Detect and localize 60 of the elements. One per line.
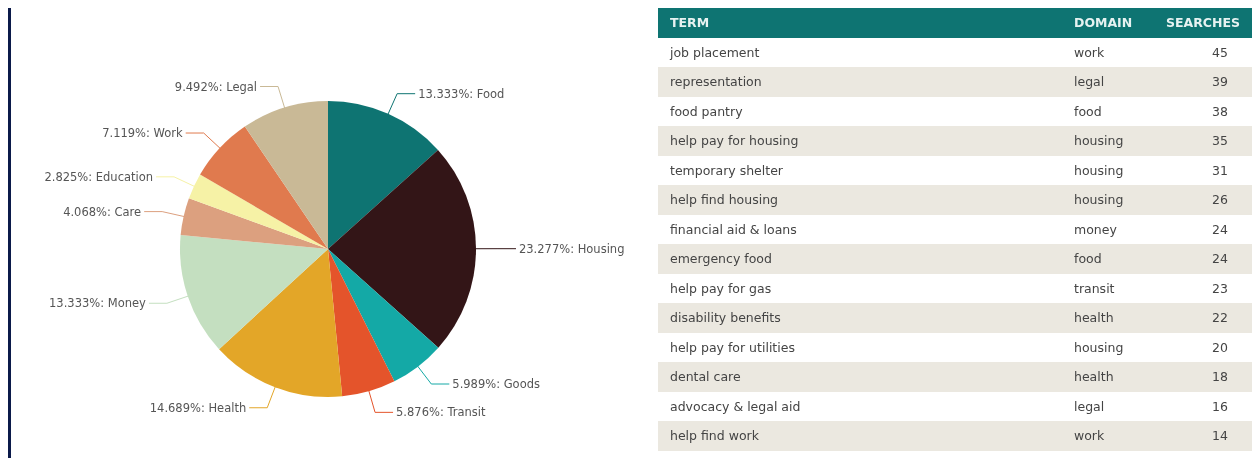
data-label: 20 — [1211, 338, 1229, 357]
data-label: 7.119%: — [102, 126, 150, 141]
slice-label: Education — [95, 169, 154, 184]
slice-label: Work — [153, 126, 184, 141]
slice-label: Legal — [226, 79, 258, 94]
data-label: 4.068%: — [63, 204, 111, 219]
slice-label: Health — [208, 400, 247, 415]
table-row: help find work work 14 — [658, 421, 1252, 451]
data-label: 2.825%: — [44, 169, 93, 184]
slice-label: Housing — [577, 241, 625, 256]
data-label: 22 — [1211, 309, 1229, 328]
slice-label: Care — [114, 204, 142, 219]
category-label: temporary shelter — [669, 161, 784, 180]
data-label: 9.492%: — [174, 79, 223, 94]
data-label: 14 — [1211, 427, 1229, 446]
category-label: help pay for gas — [669, 279, 773, 298]
data-label: 5.989%: — [452, 377, 501, 392]
data-label: 45 — [1211, 43, 1229, 62]
category-label: advocacy & legal aid — [669, 397, 802, 416]
data-label: 23.277%: — [519, 241, 575, 256]
data-label: 18 — [1211, 368, 1229, 387]
category-label: food pantry — [669, 102, 744, 121]
data-label: 39 — [1211, 73, 1229, 92]
data-label: 14.689%: — [149, 400, 205, 415]
table-row: food pantry food 38 — [658, 96, 1252, 126]
data-label: 35 — [1211, 132, 1229, 151]
table-row: help find housing housing 26 — [658, 185, 1252, 215]
category-label: help find housing — [669, 191, 780, 210]
data-label: 5.876%: — [396, 405, 444, 420]
data-label: 23 — [1211, 279, 1229, 298]
data-label: 31 — [1211, 161, 1229, 180]
category-label: emergency food — [669, 250, 773, 269]
slice-label: Food — [476, 86, 505, 101]
table-row: help pay for utilities housing 20 — [658, 332, 1252, 362]
data-label: 26 — [1211, 191, 1229, 210]
data-label: 38 — [1211, 102, 1229, 121]
category-label: help pay for housing — [669, 132, 800, 151]
category-label: help find work — [669, 427, 760, 446]
category-label: dental care — [669, 368, 742, 387]
category-label: representation — [669, 73, 763, 92]
category-label: help pay for utilities — [669, 338, 796, 357]
table-row: advocacy & legal aid legal 16 — [658, 391, 1252, 421]
data-label: 24 — [1211, 220, 1229, 239]
category-label: financial aid & loans — [669, 220, 798, 239]
table-row: job placement work 45 — [658, 37, 1252, 67]
slice-label: Money — [107, 296, 147, 311]
table-row: dental care health 18 — [658, 362, 1252, 392]
slice-label: Transit — [446, 405, 487, 420]
table-row: disability benefits health 22 — [658, 303, 1252, 333]
data-label: 13.333%: — [49, 296, 105, 311]
table-row: financial aid & loans money 24 — [658, 214, 1252, 244]
category-label: disability benefits — [669, 309, 782, 328]
table-row: help pay for gas transit 23 — [658, 273, 1252, 303]
table-row: emergency food food 24 — [658, 244, 1252, 274]
slice-label: Goods — [503, 377, 540, 392]
data-label: 13.333%: — [418, 86, 474, 101]
data-label: 24 — [1211, 250, 1229, 269]
table-row: temporary shelter housing 31 — [658, 155, 1252, 185]
data-label: 16 — [1211, 397, 1229, 416]
category-label: job placement — [668, 43, 761, 62]
